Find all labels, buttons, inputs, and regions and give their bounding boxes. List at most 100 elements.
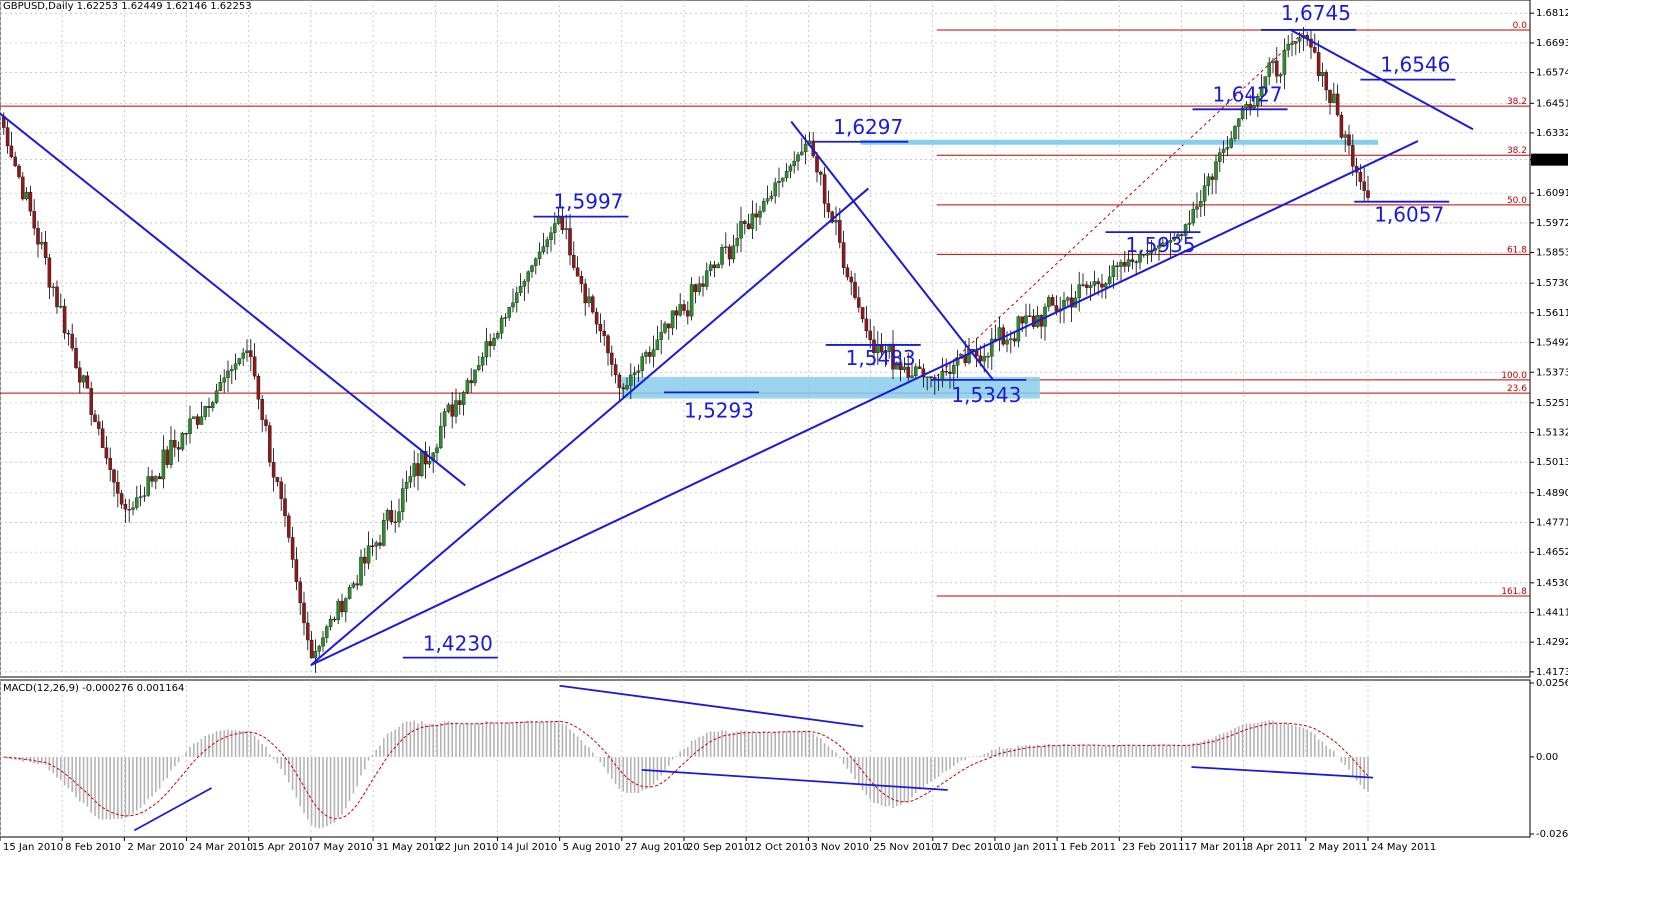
candle-body [454, 400, 458, 417]
candle-body [515, 292, 519, 303]
candle-body [336, 600, 340, 621]
candle-body [990, 338, 994, 357]
candle-body [1297, 37, 1302, 42]
candle-body [663, 323, 667, 333]
candle-body [1024, 315, 1028, 324]
candle-body [1088, 285, 1093, 288]
candle-body [366, 545, 371, 564]
candle-body [55, 286, 59, 308]
candle-body [1294, 41, 1298, 44]
candle-body [621, 387, 625, 390]
candle-body [142, 495, 147, 497]
candle-body [898, 362, 903, 371]
candle-body [1020, 316, 1024, 324]
candle-body [496, 333, 500, 339]
candle-body [1153, 247, 1157, 251]
candle-body [389, 510, 394, 522]
candle-body [439, 426, 443, 448]
candle-body [727, 246, 732, 260]
candle-body [195, 416, 200, 425]
price-tick-label: 1.59720 [1536, 218, 1568, 229]
candle-body [230, 369, 234, 372]
macd-tick-label: 0.025642 [1536, 678, 1568, 689]
annotation-label: 1,5483 [846, 346, 916, 370]
candle-body [165, 449, 169, 465]
fib-label: 61.8 [1507, 245, 1527, 255]
macd-histogram [2, 684, 1374, 832]
candle-body [473, 369, 477, 384]
candle-body [401, 488, 405, 512]
candle-body [682, 304, 686, 311]
candle-body [1275, 60, 1279, 77]
price-tick-label: 1.42920 [1536, 637, 1568, 648]
candle-body [1009, 338, 1013, 341]
candle-body [598, 323, 603, 332]
time-tick-label: 14 Jul 2010 [500, 842, 557, 853]
candle-body [469, 380, 473, 384]
candle-body [572, 254, 576, 268]
candle-body [1191, 209, 1195, 224]
candle-body [81, 375, 86, 383]
candle-body [435, 447, 439, 454]
candle-body [480, 356, 485, 366]
time-tick-label: 2 Mar 2010 [127, 842, 184, 853]
candle-body [1100, 283, 1104, 288]
candle-body [1069, 297, 1074, 308]
price-tick-label: 1.50130 [1536, 457, 1568, 468]
candle-body [594, 311, 599, 325]
candle-body [541, 246, 546, 253]
candle-body [233, 363, 238, 370]
candle-body [59, 306, 63, 308]
candle-body [393, 521, 397, 523]
candle-body [872, 339, 876, 354]
time-tick-label: 23 Feb 2011 [1122, 842, 1184, 853]
trendline-down-2 [790, 120, 994, 380]
candle-body [51, 286, 55, 289]
candle-body [78, 367, 82, 383]
candle-body [613, 364, 618, 376]
candle-body [1005, 339, 1009, 345]
candle-body [906, 366, 910, 378]
candle-body [1339, 114, 1344, 138]
candle-body [944, 371, 948, 373]
fib-label: 38.2 [1507, 146, 1527, 156]
annotation-label: 1,5343 [951, 383, 1021, 407]
candle-body [796, 154, 800, 162]
candle-body [1164, 242, 1169, 244]
candle-body [921, 368, 926, 378]
candle-body [378, 542, 382, 546]
candle-body [355, 583, 359, 586]
candle-body [66, 332, 71, 335]
candle-body [150, 476, 154, 482]
price-tick-label: 1.64510 [1536, 98, 1568, 109]
candle-body [678, 304, 682, 316]
price-tick-label: 1.41730 [1536, 667, 1568, 678]
candle-body [321, 637, 325, 647]
candle-body [249, 350, 253, 357]
candle-body [648, 352, 652, 357]
time-tick-label: 17 Mar 2011 [1184, 842, 1247, 853]
candle-body [739, 221, 743, 239]
candle-body [180, 433, 185, 450]
price-tick-label: 1.56115 [1536, 308, 1568, 319]
fib-label: 0.0 [1513, 21, 1528, 31]
candle-body [948, 371, 952, 374]
candle-body [1252, 104, 1256, 109]
candles [2, 27, 1370, 673]
fib-label: 38.2 [1507, 97, 1527, 107]
candle-body [1107, 276, 1112, 284]
trendline-down-1 [0, 112, 466, 487]
candle-body [317, 646, 321, 652]
candle-body [724, 246, 728, 248]
trendlines [0, 29, 1474, 667]
price-tick-label: 1.58535 [1536, 247, 1568, 258]
candle-body [1134, 261, 1138, 263]
time-tick-label: 8 Feb 2010 [65, 842, 121, 853]
candle-body [214, 390, 219, 403]
candle-body [860, 307, 865, 320]
candle-body [640, 356, 644, 371]
candle-body [940, 371, 945, 380]
candle-body [530, 265, 534, 272]
candle-body [777, 180, 781, 183]
candle-body [754, 213, 758, 218]
